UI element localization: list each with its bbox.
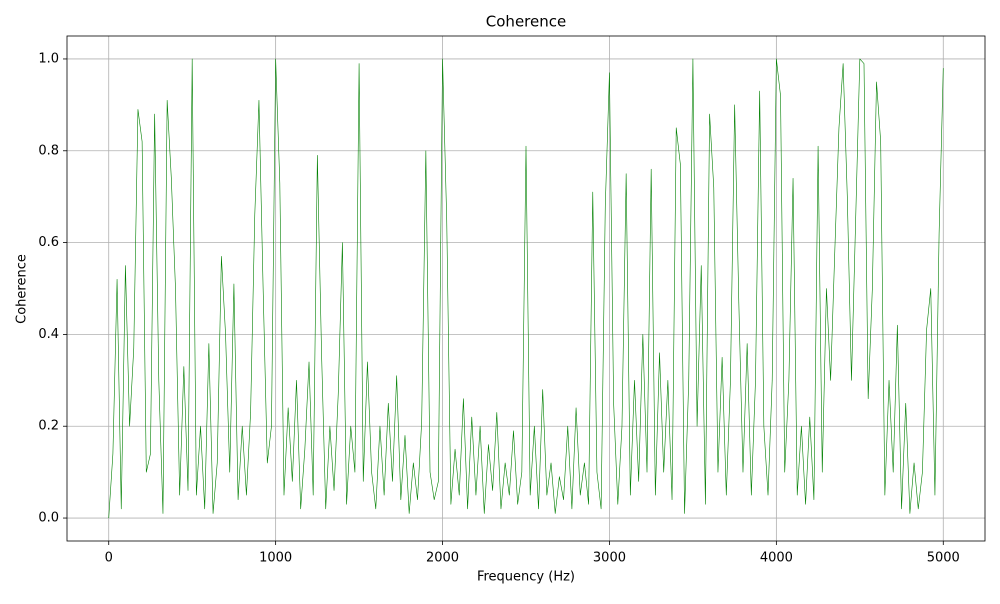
y-tick-label: 0.4 xyxy=(38,327,59,342)
data-line xyxy=(108,58,944,519)
plot xyxy=(108,58,944,519)
chart-title: Coherence xyxy=(486,13,566,31)
y-tick-label: 0.2 xyxy=(38,419,59,434)
x-tick-label: 4000 xyxy=(760,551,793,566)
x-tick-label: 0 xyxy=(105,551,113,566)
y-tick-label: 0.8 xyxy=(38,143,59,158)
x-tick-label: 3000 xyxy=(593,551,626,566)
x-tick-label: 2000 xyxy=(426,551,459,566)
y-tick-label: 0.0 xyxy=(38,511,59,526)
y-tick-label: 1.0 xyxy=(38,51,59,66)
grid xyxy=(67,36,985,541)
y-tick-label: 0.6 xyxy=(38,235,59,250)
x-tick-label: 1000 xyxy=(259,551,292,566)
y-axis-label: Coherence xyxy=(15,254,30,324)
x-tick-label: 5000 xyxy=(927,551,960,566)
axes-frame xyxy=(66,35,986,542)
x-axis-label: Frequency (Hz) xyxy=(477,570,575,585)
